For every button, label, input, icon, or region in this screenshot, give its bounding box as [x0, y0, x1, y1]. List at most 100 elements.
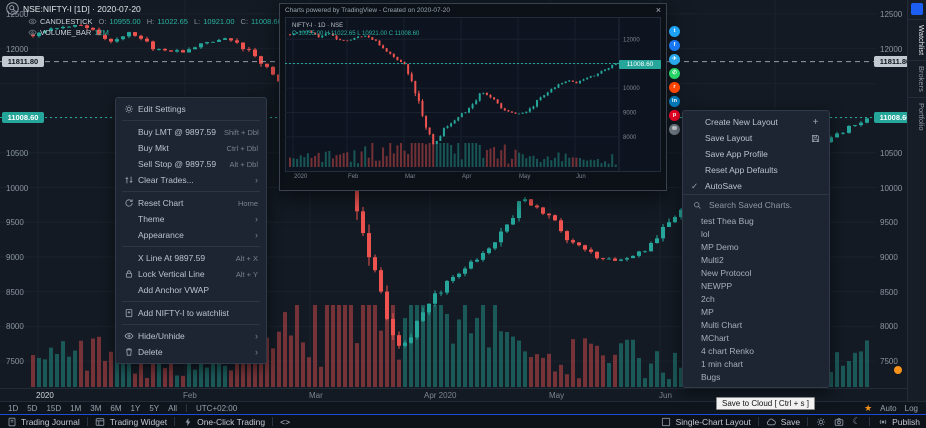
menu-item-label: Appearance	[138, 230, 184, 240]
share-facebook-button[interactable]: f	[669, 40, 680, 51]
study-name[interactable]: CANDLESTICK	[40, 17, 93, 26]
save-button[interactable]: Save	[766, 416, 800, 427]
timeframe-ranges: 1D 5D 15D 1M 3M 6M 1Y 5Y All	[8, 404, 177, 413]
moon-icon[interactable]: ☾	[852, 416, 861, 426]
share-reddit-button[interactable]: r	[669, 82, 680, 93]
menu-item-lock-vertical-line[interactable]: Lock Vertical Line Alt + Y	[116, 266, 266, 282]
menu-item-add-anchor-vwap[interactable]: Add Anchor VWAP	[116, 282, 266, 298]
time-axis[interactable]: 2020 Feb Mar Apr 2020 May Jun	[0, 388, 908, 402]
time-axis-label[interactable]: Mar	[309, 391, 323, 400]
menu-item-add-nifty-i-to-watchlist[interactable]: Add NIFTY-I to watchlist	[116, 305, 266, 321]
time-axis-label[interactable]: Apr 2020	[424, 391, 457, 400]
snapshot-date-label: Jun	[576, 174, 586, 180]
realtime-dot[interactable]	[894, 366, 902, 374]
saved-chart-4-chart-renko[interactable]: 4 chart Renko	[701, 346, 754, 356]
timeframe-3m[interactable]: 3M	[90, 403, 102, 413]
timeframe-all[interactable]: All	[168, 403, 178, 413]
menu-item-label: Add Anchor VWAP	[138, 285, 210, 295]
menu-item-reset-chart[interactable]: Reset Chart Home	[116, 195, 266, 211]
saved-charts-search[interactable]	[683, 194, 829, 215]
svg-text:9000: 9000	[623, 110, 637, 116]
time-axis-label[interactable]: May	[549, 391, 565, 400]
timeframe-5y[interactable]: 5Y	[149, 403, 160, 413]
menu-item-create-new-layout[interactable]: Create New Layout +	[683, 114, 829, 130]
one-click-trading-button[interactable]: One-Click Trading	[182, 416, 265, 427]
toggle-auto[interactable]: Auto	[880, 403, 897, 413]
trading-widget-button[interactable]: Trading Widget	[95, 416, 167, 427]
menu-item-autosave[interactable]: ✓ AutoSave	[683, 178, 829, 194]
saved-chart-mp[interactable]: MP	[701, 307, 714, 317]
saved-chart-lol[interactable]: lol	[701, 229, 710, 239]
menu-item-theme[interactable]: Theme ›	[116, 211, 266, 227]
trading-journal-button[interactable]: Trading Journal	[6, 416, 80, 427]
share-telegram-button[interactable]: ✈	[669, 54, 680, 65]
menu-divider	[122, 120, 260, 121]
panel-toggle-button[interactable]	[911, 3, 923, 15]
tab-watchlist[interactable]: Watchlist	[908, 19, 926, 60]
menu-item-label: Buy Mkt	[138, 143, 169, 153]
share-whatsapp-button[interactable]: ✆	[669, 68, 680, 79]
menu-item-edit-settings[interactable]: Edit Settings	[116, 101, 266, 117]
symbol-search-icon[interactable]	[6, 2, 19, 15]
tab-portfolio[interactable]: Portfolio	[908, 97, 926, 136]
time-axis-label[interactable]: Jun	[659, 391, 672, 400]
timeframe-15d[interactable]: 15D	[46, 403, 62, 413]
publish-button[interactable]: Publish	[877, 416, 920, 427]
gear-icon[interactable]	[815, 416, 826, 427]
layout-menu-actions: Create New Layout + Save Layout Save App Pr…	[683, 114, 829, 194]
chart-context-menu: Edit Settings Buy LMT @ 9897.59 Shift + Db…	[115, 97, 267, 364]
timeframe-1m[interactable]: 1M	[70, 403, 82, 413]
time-axis-label[interactable]: 2020	[36, 391, 54, 400]
menu-shortcut: Alt + X	[235, 253, 258, 263]
saved-chart-multi2[interactable]: Multi2	[701, 255, 724, 265]
menu-item-delete[interactable]: Delete ›	[116, 344, 266, 360]
time-axis-label[interactable]: Feb	[183, 391, 197, 400]
tab-brokers[interactable]: Brokers	[908, 60, 926, 97]
saved-chart-bugs[interactable]: Bugs	[701, 372, 721, 382]
snapshot-ohlc: O 10955.00 H 11022.65 L 10921.00 C 11008…	[292, 31, 420, 37]
menu-item-buy-lmt-9897-59[interactable]: Buy LMT @ 9897.59 Shift + Dbl	[116, 124, 266, 140]
saved-chart-2ch[interactable]: 2ch	[701, 294, 715, 304]
saved-chart-test-thea-bug[interactable]: test Thea Bug	[701, 216, 754, 226]
close-icon[interactable]: ×	[655, 4, 661, 15]
menu-item-clear-trades[interactable]: Clear Trades... ›	[116, 172, 266, 188]
saved-chart-newpp[interactable]: NEWPP	[701, 281, 733, 291]
trades-icon	[124, 175, 138, 185]
timeframe-5d[interactable]: 5D	[27, 403, 38, 413]
menu-item-save-app-profile[interactable]: Save App Profile	[683, 146, 829, 162]
toggle-log[interactable]: Log	[904, 403, 918, 413]
single-chart-layout-button[interactable]: Single-Chart Layout	[661, 416, 751, 427]
symbol-title[interactable]: NSE:NIFTY-I [1D] · 2020-07-20	[23, 3, 141, 14]
menu-item-save-layout[interactable]: Save Layout	[683, 130, 829, 146]
timeframe-1y[interactable]: 1Y	[130, 403, 141, 413]
menu-item-buy-mkt[interactable]: Buy Mkt Ctrl + Dbl	[116, 140, 266, 156]
eye-icon[interactable]	[28, 28, 37, 37]
share-pinterest-button[interactable]: p	[669, 110, 680, 121]
menu-item-label: Save Layout	[705, 133, 753, 143]
ohlc-high-label: H:	[146, 17, 155, 26]
code-view-button[interactable]: <>	[280, 416, 291, 427]
saved-chart-mchart[interactable]: MChart	[701, 333, 729, 343]
share-email-button[interactable]: ✉	[669, 124, 680, 135]
share-twitter-button[interactable]: t	[669, 26, 680, 37]
timeframe-1d[interactable]: 1D	[8, 403, 19, 413]
menu-item-x-line-at-9897-59[interactable]: X Line At 9897.59 Alt + X	[116, 250, 266, 266]
saved-chart-new-protocol[interactable]: New Protocol	[701, 268, 752, 278]
star-icon[interactable]: ★	[864, 402, 873, 413]
camera-icon[interactable]	[833, 416, 844, 427]
saved-chart-1-min-chart[interactable]: 1 min chart	[701, 359, 744, 369]
saved-chart-mp-demo[interactable]: MP Demo	[701, 242, 739, 252]
menu-item-hide-unhide[interactable]: Hide/Unhide ›	[116, 328, 266, 344]
saved-charts-search-input[interactable]	[707, 199, 821, 211]
menu-item-reset-app-defaults[interactable]: Reset App Defaults	[683, 162, 829, 178]
saved-chart-multi-chart[interactable]: Multi Chart	[701, 320, 743, 330]
eye-icon[interactable]	[28, 17, 37, 26]
volume-study-name[interactable]: VOLUME_BAR	[40, 28, 92, 37]
share-linkedin-button[interactable]: in	[669, 96, 680, 107]
menu-item-sell-stop-9897-59[interactable]: Sell Stop @ 9897.59 Alt + Dbl	[116, 156, 266, 172]
eye-icon	[124, 331, 138, 341]
menu-item-appearance[interactable]: Appearance ›	[116, 227, 266, 243]
timezone-button[interactable]: UTC+02:00	[196, 403, 238, 413]
timeframe-6m[interactable]: 6M	[110, 403, 122, 413]
menu-item-label: Delete	[138, 347, 163, 357]
